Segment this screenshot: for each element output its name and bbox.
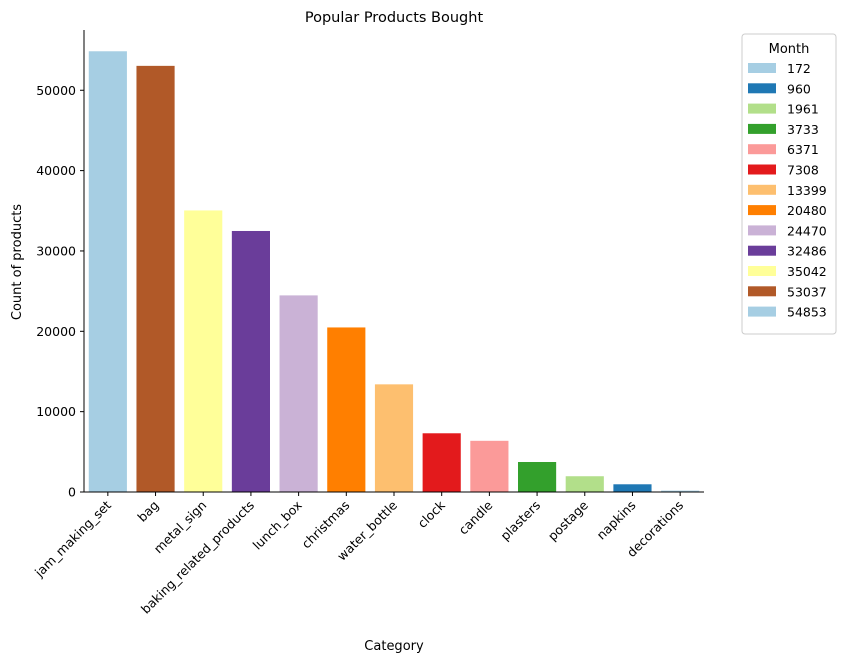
legend-label: 35042 bbox=[787, 264, 827, 279]
legend-label: 960 bbox=[787, 81, 811, 96]
legend-entries: 172 960 1961 3733 6371 7308 13399 20480 24470 324… bbox=[748, 61, 827, 320]
legend-label: 54853 bbox=[787, 305, 827, 320]
legend-swatch bbox=[748, 205, 776, 216]
y-axis-label: Count of products bbox=[10, 204, 25, 320]
bar-postage bbox=[565, 476, 604, 492]
legend-swatch bbox=[748, 164, 776, 175]
legend-label: 6371 bbox=[787, 142, 819, 157]
legend-swatch bbox=[748, 286, 776, 297]
bar-water_bottle bbox=[374, 384, 414, 492]
legend-label: 1961 bbox=[787, 102, 819, 117]
bar-metal_sign bbox=[184, 210, 223, 493]
bar-clock bbox=[422, 433, 461, 492]
bar-bag bbox=[136, 65, 175, 492]
x-tick-label: postage bbox=[545, 497, 591, 543]
legend-title: Month bbox=[769, 42, 810, 57]
x-tick-label: clock bbox=[415, 497, 449, 531]
x-tick-label: jam_making_set bbox=[31, 497, 114, 580]
bar-christmas bbox=[327, 327, 366, 492]
chart-title: Popular Products Bought bbox=[305, 10, 484, 26]
y-tick-label: 20000 bbox=[36, 324, 76, 339]
y-tick-label: 0 bbox=[68, 485, 76, 500]
bar-candle bbox=[470, 440, 509, 492]
legend-swatch bbox=[748, 83, 776, 94]
y-ticks-group: 0 10000 20000 30000 40000 50000 bbox=[36, 83, 84, 500]
legend: Month 172 960 1961 3733 6371 7308 13399 20480 24… bbox=[741, 33, 837, 335]
legend-label: 7308 bbox=[787, 163, 819, 178]
legend-swatch bbox=[748, 103, 776, 114]
bar-lunch_box bbox=[279, 295, 318, 492]
legend-label: 32486 bbox=[787, 244, 827, 259]
legend-swatch bbox=[748, 306, 776, 317]
x-tick-label: lunch_box bbox=[250, 498, 305, 553]
legend-swatch bbox=[748, 266, 776, 276]
legend-swatch bbox=[748, 245, 776, 256]
bar-jam_making_set bbox=[88, 51, 127, 493]
y-tick-label: 40000 bbox=[36, 163, 76, 178]
legend-swatch bbox=[748, 184, 776, 195]
legend-label: 172 bbox=[787, 61, 811, 76]
legend-swatch bbox=[748, 144, 776, 155]
legend-label: 13399 bbox=[787, 183, 827, 198]
x-tick-label: bag bbox=[134, 498, 161, 525]
legend-swatch bbox=[748, 225, 776, 236]
bar-napkins bbox=[613, 484, 652, 492]
y-tick-label: 50000 bbox=[36, 83, 76, 98]
legend-label: 53037 bbox=[787, 284, 827, 299]
x-tick-label: candle bbox=[456, 497, 496, 537]
y-tick-label: 30000 bbox=[36, 243, 76, 258]
x-tick-label: plasters bbox=[497, 498, 543, 544]
legend-label: 20480 bbox=[787, 203, 827, 218]
bars-group bbox=[88, 51, 700, 493]
legend-label: 24470 bbox=[787, 223, 827, 238]
y-tick-label: 10000 bbox=[36, 404, 76, 419]
bar-plasters bbox=[518, 462, 557, 492]
bar-decorations bbox=[661, 490, 700, 492]
legend-label: 3733 bbox=[787, 122, 819, 137]
x-tick-label: napkins bbox=[594, 498, 639, 543]
x-ticks-group: jam_making_set bagmetal_signbaking_relate… bbox=[31, 492, 686, 617]
legend-swatch bbox=[748, 123, 776, 134]
bar-baking_related_products bbox=[231, 230, 270, 492]
legend-swatch bbox=[748, 63, 776, 73]
x-axis-label: Category bbox=[364, 639, 424, 654]
